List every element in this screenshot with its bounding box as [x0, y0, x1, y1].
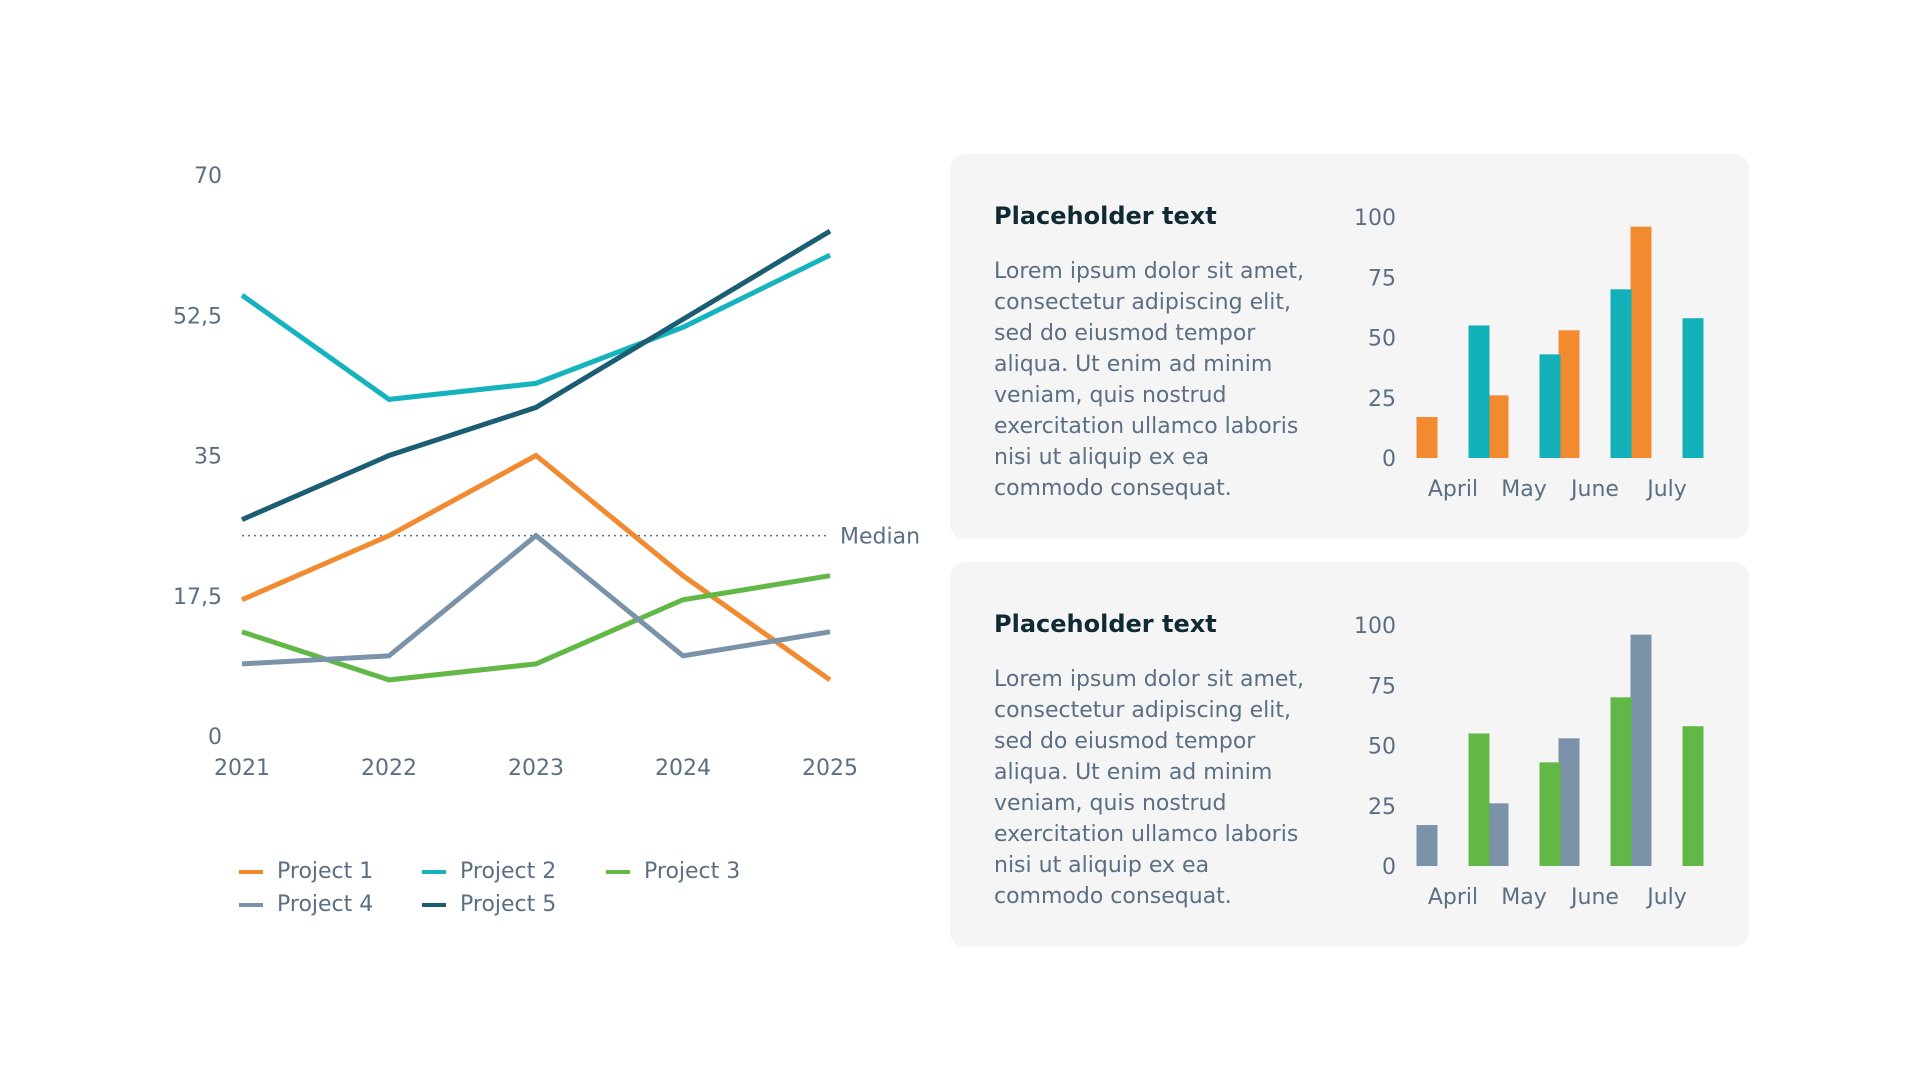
legend-item-project-3: Project 3 — [606, 859, 740, 884]
card-title: Placeholder text — [994, 610, 1217, 638]
y-tick-label: 70 — [194, 164, 222, 189]
legend-label: Project 4 — [277, 892, 374, 917]
body-line: Lorem ipsum dolor sit amet, — [994, 259, 1305, 284]
series-line-project-2 — [240, 252, 832, 402]
x-tick-label: 2021 — [214, 756, 270, 781]
x-tick-label: May — [1501, 885, 1546, 910]
bar-june-series-2 — [1610, 697, 1632, 866]
body-line: commodo consequat. — [994, 476, 1232, 501]
y-tick-label: 0 — [1382, 447, 1396, 472]
median-label: Median — [840, 525, 920, 550]
body-line: commodo consequat. — [994, 884, 1232, 909]
bar-may-series-2 — [1539, 762, 1561, 866]
x-tick-label: June — [1569, 477, 1619, 502]
legend-swatch — [422, 902, 446, 907]
x-tick-label: 2022 — [361, 756, 417, 781]
series-line-project-3 — [241, 573, 831, 683]
body-line: consectetur adipiscing elit, — [994, 290, 1291, 315]
y-tick-label: 75 — [1368, 266, 1396, 291]
legend-label: Project 2 — [460, 859, 557, 884]
series-line-project-1 — [241, 452, 832, 682]
legend-label: Project 3 — [644, 859, 741, 884]
y-tick-label: 25 — [1368, 387, 1396, 412]
bar-july-series-1 — [1630, 634, 1652, 866]
bar-may-series-1 — [1487, 803, 1509, 866]
y-tick-label: 35 — [194, 445, 222, 470]
legend-item-project-2: Project 2 — [422, 859, 556, 884]
y-tick-label: 0 — [1382, 855, 1396, 880]
bar-june-series-1 — [1558, 330, 1580, 458]
body-line: sed do eiusmod tempor — [994, 729, 1256, 754]
legend-swatch — [239, 869, 263, 874]
bar-june-series-2 — [1610, 289, 1632, 458]
x-tick-label: July — [1645, 477, 1687, 502]
bar-chart-2: 0 25 50 75 100 April May June July — [1354, 614, 1704, 910]
bar-april-series-1 — [1416, 825, 1438, 866]
bar-may-series-2 — [1539, 354, 1561, 458]
y-tick-label: 75 — [1368, 674, 1396, 699]
bar-april-series-1 — [1416, 417, 1438, 458]
series-line-project-4 — [241, 532, 831, 667]
y-tick-label: 0 — [208, 725, 222, 750]
body-line: consectetur adipiscing elit, — [994, 698, 1291, 723]
card-1: Placeholder text Lorem ipsum dolor sit a… — [950, 154, 1749, 539]
y-tick-label: 100 — [1354, 614, 1396, 639]
x-tick-label: 2024 — [655, 756, 711, 781]
body-line: aliqua. Ut enim ad minim — [994, 760, 1273, 785]
body-line: nisi ut aliquip ex ea — [994, 445, 1210, 470]
bar-july-series-2 — [1682, 726, 1704, 866]
legend-item-project-4: Project 4 — [239, 892, 373, 917]
series-line-project-5 — [241, 228, 832, 522]
body-line: veniam, quis nostrud — [994, 791, 1227, 816]
legend-item-project-5: Project 5 — [422, 892, 556, 917]
legend-swatch — [422, 869, 446, 874]
y-tick-label: 17,5 — [173, 585, 222, 610]
bar-june-series-1 — [1558, 738, 1580, 866]
card-2: Placeholder text Lorem ipsum dolor sit a… — [950, 562, 1749, 947]
body-line: Lorem ipsum dolor sit amet, — [994, 667, 1305, 692]
bar-july-series-2 — [1682, 318, 1704, 458]
line-chart: 0 17,5 35 52,5 70 2021 2022 2023 2024 2025 Median — [173, 164, 920, 781]
y-tick-label: 25 — [1368, 795, 1396, 820]
y-tick-label: 52,5 — [173, 304, 222, 329]
bar-april-series-2 — [1468, 733, 1490, 866]
y-tick-label: 100 — [1354, 206, 1396, 231]
bar-may-series-1 — [1487, 395, 1509, 458]
card-body: Lorem ipsum dolor sit amet, consectetur … — [994, 664, 1334, 912]
card-title: Placeholder text — [994, 202, 1217, 230]
bar-chart-1: 0 25 50 75 100 April May June July — [1354, 206, 1704, 502]
y-tick-label: 50 — [1368, 327, 1396, 352]
x-tick-label: 2023 — [508, 756, 564, 781]
bar-april-series-2 — [1468, 325, 1490, 458]
body-line: exercitation ullamco laboris — [994, 822, 1299, 847]
x-tick-label: May — [1501, 477, 1546, 502]
x-tick-label: April — [1428, 477, 1478, 502]
bar-july-series-1 — [1630, 226, 1652, 458]
x-tick-label: 2025 — [802, 756, 858, 781]
legend-label: Project 1 — [277, 859, 374, 884]
body-line: nisi ut aliquip ex ea — [994, 853, 1210, 878]
x-tick-label: April — [1428, 885, 1478, 910]
legend-item-project-1: Project 1 — [239, 859, 373, 884]
body-line: aliqua. Ut enim ad minim — [994, 352, 1273, 377]
legend-label: Project 5 — [460, 892, 557, 917]
y-tick-label: 50 — [1368, 735, 1396, 760]
x-tick-label: June — [1569, 885, 1619, 910]
card-body: Lorem ipsum dolor sit amet, consectetur … — [994, 256, 1334, 504]
x-tick-label: July — [1645, 885, 1687, 910]
body-line: veniam, quis nostrud — [994, 383, 1227, 408]
legend-swatch — [239, 902, 263, 907]
body-line: sed do eiusmod tempor — [994, 321, 1256, 346]
body-line: exercitation ullamco laboris — [994, 414, 1299, 439]
legend-swatch — [606, 869, 630, 874]
